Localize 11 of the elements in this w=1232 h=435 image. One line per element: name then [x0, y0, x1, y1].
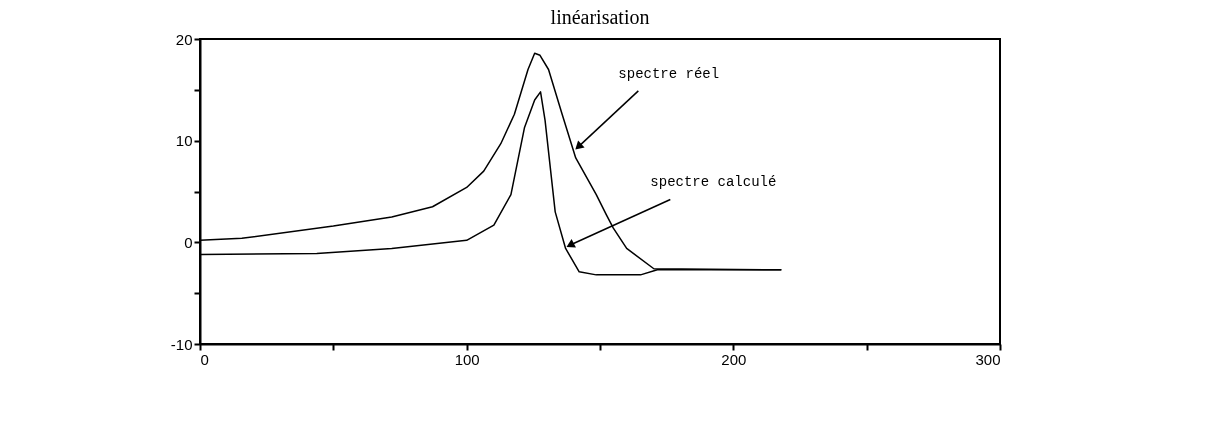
annotation: spectre réel	[618, 65, 720, 82]
x-tick-label: 100	[454, 350, 480, 368]
y-tick-label: 20	[175, 30, 193, 48]
x-tick-label: 200	[721, 350, 747, 368]
y-tick-label: 0	[184, 233, 193, 251]
y-tick-label: -10	[170, 335, 193, 353]
chart-title: linéarisation	[550, 6, 650, 28]
x-tick-label: 300	[975, 350, 1001, 368]
annotation: spectre calculé	[650, 174, 777, 191]
y-tick-label: 10	[175, 132, 193, 150]
x-tick-label: 0	[200, 350, 209, 368]
